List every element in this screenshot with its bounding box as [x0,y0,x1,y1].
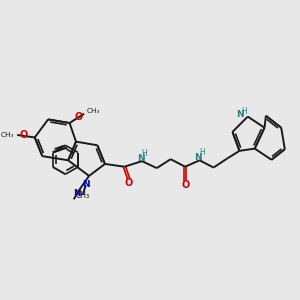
Text: N: N [82,180,89,189]
Text: N: N [73,189,81,198]
Text: N: N [194,153,202,162]
Text: O: O [74,112,83,122]
Text: H: H [242,106,247,116]
Text: CH₃: CH₃ [1,132,14,138]
Text: N: N [236,110,244,119]
Text: H: H [141,149,147,158]
Text: CH₃: CH₃ [76,191,90,200]
Text: O: O [125,178,133,188]
Text: O: O [20,130,28,140]
Text: N: N [137,154,144,164]
Text: O: O [181,179,189,190]
Text: CH₃: CH₃ [86,108,100,114]
Text: H: H [200,148,205,157]
